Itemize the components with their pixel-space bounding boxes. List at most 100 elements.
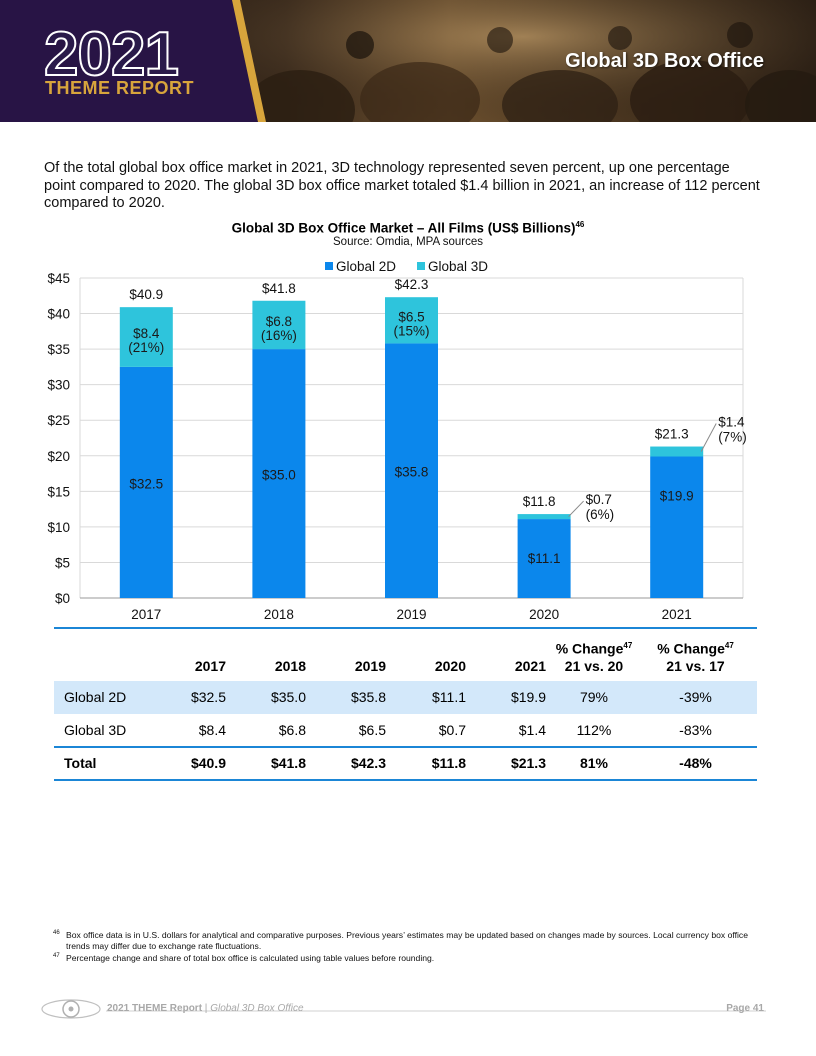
y-tick-label: $30 — [47, 378, 70, 393]
table-cell: $11.8 — [394, 745, 474, 781]
data-label-total: $40.9 — [129, 287, 163, 302]
table-cell: $35.0 — [270, 689, 306, 706]
legend-label: Global 2D — [336, 259, 396, 274]
theme-report-logo: 2021 THEME REPORT — [0, 0, 230, 122]
table-header-year: 2020 — [434, 657, 466, 674]
table-cell: $0.7 — [438, 721, 466, 738]
data-label-global-2d: $32.5 — [129, 476, 163, 491]
chart-title-text: Global 3D Box Office Market – All Films … — [231, 220, 576, 236]
footer-page-number: Page 41 — [726, 1003, 764, 1014]
legend-swatch — [325, 262, 333, 270]
legend-label: Global 3D — [428, 259, 488, 274]
table-header-year: 2018 — [274, 657, 306, 674]
intro-paragraph: Of the total global box office market in… — [44, 160, 760, 211]
legend-swatch — [417, 262, 425, 270]
y-tick-label: $45 — [47, 271, 70, 286]
table-cell: 112% — [576, 721, 612, 738]
bar-global-3d — [252, 300, 306, 350]
bar-chart: $0 $5 $10 $15 $20 $25 $30 $35 $40 $45 Global 2D Glo… — [47, 259, 747, 622]
bar-global-3d — [385, 297, 438, 344]
header-banner: 2021 THEME REPORT Global 3D Box Office — [0, 0, 816, 122]
y-tick-label: $15 — [47, 484, 70, 499]
table-header-year: 2017 — [194, 657, 226, 674]
data-label-global-2d: $19.9 — [660, 488, 694, 503]
data-label-global-3d: $1.4 — [718, 415, 745, 430]
data-label-global-3d-share: (7%) — [718, 430, 747, 445]
x-tick-label: 2017 — [131, 607, 161, 622]
y-tick-label: $40 — [47, 307, 70, 322]
bar-global-3d — [517, 514, 571, 520]
table-cell: $40.9 — [154, 745, 234, 781]
bar-global-3d — [119, 307, 173, 367]
table-cell: $11.1 — [432, 689, 466, 706]
table-cell: $6.8 — [278, 721, 306, 738]
table-cell: -48% — [634, 745, 757, 781]
data-label-global-3d: $6.5 — [398, 309, 424, 324]
theater-seats-image — [0, 0, 816, 122]
y-tick-label: $35 — [47, 342, 70, 357]
table-cell: $35.8 — [350, 689, 386, 706]
table-row-total: Total $40.9 $41.8 $42.3 $11.8 $21.3 81% … — [54, 745, 757, 781]
row-label: Total — [54, 745, 154, 781]
footer-report-label: 2021 THEME Report | Global 3D Box Office — [107, 1003, 304, 1014]
data-label-total: $41.8 — [262, 281, 296, 296]
box-office-table: 2017 2018 2019 2020 2021 % Change47 21 vs… — [54, 627, 757, 781]
table-cell: -83% — [679, 721, 712, 738]
data-label-global-2d: $11.1 — [528, 551, 561, 566]
y-tick-label: $25 — [47, 413, 70, 428]
table-header-blank — [54, 628, 154, 681]
data-label-total: $21.3 — [655, 427, 689, 442]
table-cell: $1.4 — [518, 721, 546, 738]
callout-leader-line — [700, 423, 717, 452]
data-label-global-2d: $35.0 — [262, 468, 296, 483]
table-cell: -39% — [679, 689, 712, 706]
bar-global-2d — [119, 366, 173, 598]
data-label-global-3d-share: (16%) — [261, 328, 297, 343]
table-cell: $21.3 — [474, 745, 554, 781]
data-label-global-3d: $0.7 — [586, 492, 612, 507]
data-label-global-3d: $8.4 — [133, 326, 160, 341]
row-label: Global 3D — [64, 721, 127, 738]
table-cell: $41.8 — [234, 745, 314, 781]
y-tick-label: $5 — [55, 555, 70, 570]
data-label-global-3d-share: (21%) — [128, 340, 164, 355]
bar-global-2d — [252, 349, 306, 598]
table-cell: 81% — [554, 745, 634, 781]
chart-title: Global 3D Box Office Market – All Films … — [0, 220, 816, 236]
data-label-global-3d-share: (6%) — [586, 507, 615, 522]
y-tick-label: $20 — [47, 449, 70, 464]
bar-global-3d — [650, 446, 704, 457]
row-label: Global 2D — [64, 689, 127, 706]
bar-global-2d — [517, 519, 571, 598]
chart-footnote-ref: 46 — [575, 220, 585, 229]
table-cell: $8.4 — [198, 721, 226, 738]
table-row-global-2d: Global 2D $32.5 $35.0 $35.8 $11.1 $19.9 … — [54, 680, 757, 714]
chart-source: Source: Omdia, MPA sources — [333, 236, 483, 248]
data-label-total: $42.3 — [395, 277, 429, 292]
y-tick-label: $10 — [47, 520, 70, 535]
x-tick-label: 2019 — [396, 607, 426, 622]
table-header-change-21-17: % Change47 21 vs. 17 — [657, 640, 734, 674]
table-header-year: 2019 — [354, 657, 386, 674]
film-reel-logo-icon — [41, 999, 101, 1019]
x-tick-label: 2020 — [529, 607, 559, 622]
footnote-46: 46 Box office data is in U.S. dollars for… — [53, 930, 748, 951]
bar-global-2d — [650, 456, 704, 598]
table-header-change-21-20: % Change47 21 vs. 20 — [555, 640, 633, 674]
table-cell: 79% — [579, 689, 609, 706]
x-tick-label: 2021 — [662, 607, 692, 622]
section-title: Global 3D Box Office — [565, 50, 764, 72]
table-cell: $32.5 — [190, 689, 226, 706]
footnote-47: 47 Percentage change and share of total b… — [53, 953, 435, 963]
logo-year: 2021 — [43, 20, 180, 89]
data-label-total: $11.8 — [523, 494, 556, 509]
data-label-global-2d: $35.8 — [395, 465, 429, 480]
table-cell: $42.3 — [314, 745, 394, 781]
logo-theme-report: THEME REPORT — [45, 78, 195, 98]
data-label-global-3d-share: (15%) — [393, 323, 429, 338]
data-label-global-3d: $6.8 — [266, 314, 292, 329]
table-cell: $19.9 — [510, 689, 546, 706]
y-tick-label: $0 — [55, 591, 70, 606]
callout-leader-line — [568, 500, 584, 517]
x-tick-label: 2018 — [264, 607, 294, 622]
